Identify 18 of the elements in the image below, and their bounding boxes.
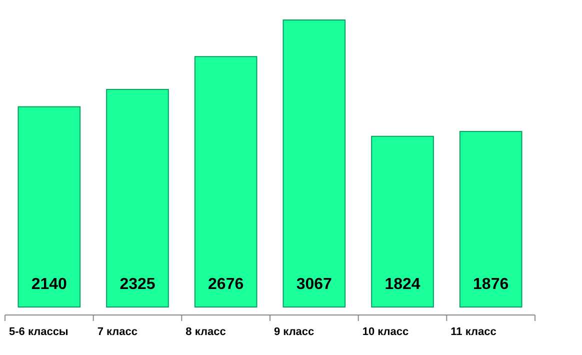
x-tick-label: 5-6 классы [9,326,68,338]
bar [282,20,346,308]
x-tick-label: 8 класс [186,326,226,338]
data-label: 1824 [384,276,420,293]
x-tick-label: 9 класс [274,326,314,338]
bar [106,88,169,308]
data-label: 1876 [473,276,509,293]
bar [194,56,258,308]
data-label: 2325 [120,276,156,293]
bar [459,130,522,308]
data-label: 3067 [296,276,332,293]
data-label: 2676 [208,276,244,293]
bar [18,106,81,308]
x-tick-label: 10 класс [362,326,409,338]
x-tick-label: 11 класс [450,326,496,338]
bar [371,136,434,308]
data-label: 2140 [31,276,68,293]
x-tick-label: 7 класс [97,326,138,338]
